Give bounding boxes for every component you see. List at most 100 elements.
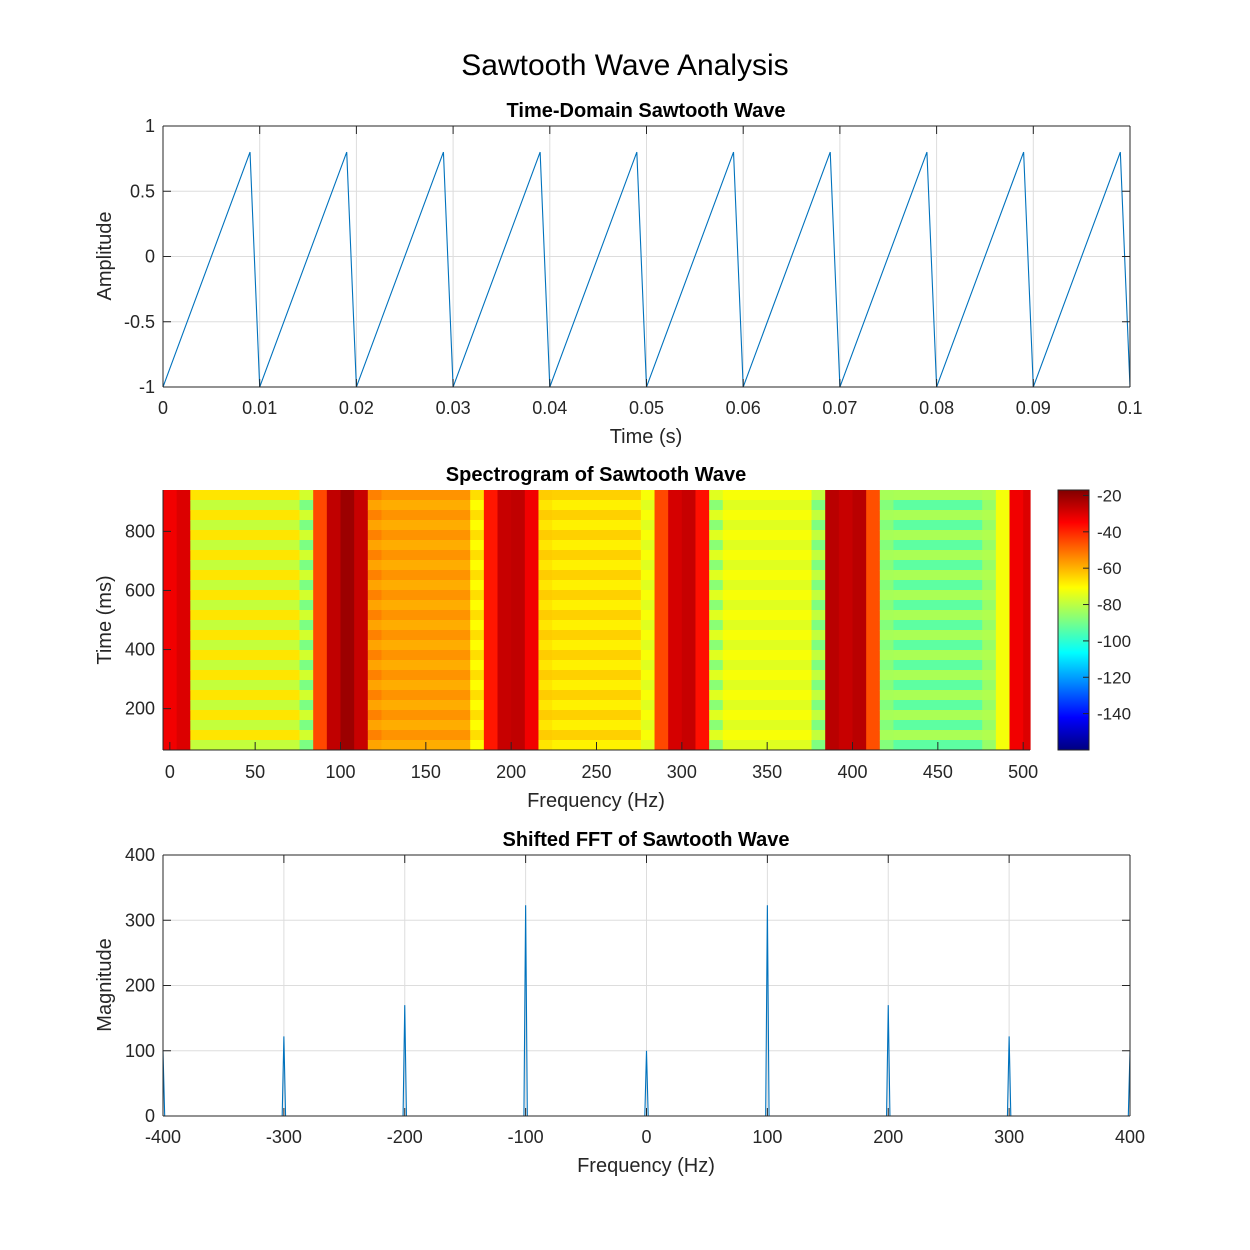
spectrogram-cell xyxy=(709,680,724,691)
spectrogram-cell xyxy=(299,490,314,501)
spectrogram-cell xyxy=(982,530,997,541)
spectrogram-cell xyxy=(538,540,553,551)
spectrogram-cell xyxy=(722,590,813,601)
spectrogram-cell xyxy=(811,670,826,681)
fft-xlabel: Frequency (Hz) xyxy=(577,1155,715,1177)
spectrogram-cell xyxy=(483,490,499,750)
spectrogram-cell xyxy=(640,530,656,541)
spectrogram-cell xyxy=(299,600,314,611)
time-domain-x-tick-label: 0.04 xyxy=(532,398,567,418)
colorbar-tick-label: -20 xyxy=(1097,486,1122,505)
spectrogram-cell xyxy=(982,670,997,681)
spectrogram-cell xyxy=(640,700,656,711)
spectrogram-cell xyxy=(722,550,813,561)
fft-tick-labels: -400 -300 -200 -100 0 100 200 300 400 0 100 200 300 4… xyxy=(125,845,1145,1147)
spectrogram-cell xyxy=(552,550,642,561)
spectrogram-cell xyxy=(982,610,997,621)
spectrogram-cell xyxy=(893,620,983,631)
spectrogram-cell xyxy=(367,690,383,701)
spectrogram-cell xyxy=(893,730,983,741)
spectrogram-cell xyxy=(709,670,724,681)
spectrogram-cell xyxy=(811,630,826,641)
spectrogram-cell xyxy=(470,680,485,691)
spectrogram-cell xyxy=(538,670,553,681)
spectrogram-cell xyxy=(722,730,813,741)
spectrogram-cell xyxy=(552,730,642,741)
colorbar-tick-label: -100 xyxy=(1097,632,1131,651)
fft-y-tick-label: 100 xyxy=(125,1041,155,1061)
spectrogram-y-tick-label: 200 xyxy=(125,699,155,719)
spectrogram-cell xyxy=(552,490,642,501)
spectrogram-cell xyxy=(640,520,656,531)
fft-x-tick-label: -100 xyxy=(508,1127,544,1147)
spectrogram-cell xyxy=(640,670,656,681)
spectrogram-cell xyxy=(538,620,553,631)
spectrogram-cell xyxy=(982,620,997,631)
spectrogram-cell xyxy=(879,570,895,581)
spectrogram-cell xyxy=(381,540,471,551)
spectrogram-cell xyxy=(982,590,997,601)
spectrogram-cell xyxy=(367,650,383,661)
fft-y-tick-label: 400 xyxy=(125,845,155,865)
spectrogram-cell xyxy=(470,550,485,561)
spectrogram-cell xyxy=(367,510,383,521)
spectrogram-cell xyxy=(709,730,724,741)
spectrogram-cell xyxy=(879,650,895,661)
spectrogram-tick-labels: 0 50 100 150 200 250 300 350 400 450 500 200 400 600 8… xyxy=(125,521,1038,782)
spectrogram-cell xyxy=(299,650,314,661)
spectrogram-cell xyxy=(1023,490,1031,750)
spectrogram-cell xyxy=(367,700,383,711)
spectrogram-cell xyxy=(538,520,553,531)
spectrogram-cell xyxy=(879,520,895,531)
spectrogram-cell xyxy=(654,490,669,750)
spectrogram-cell xyxy=(982,650,997,661)
spectrogram-cell xyxy=(893,690,983,701)
spectrogram-cell xyxy=(190,700,301,711)
spectrogram-cell xyxy=(497,490,512,750)
spectrogram-cell xyxy=(552,610,642,621)
spectrogram-cell xyxy=(367,710,383,721)
time-domain-x-tick-label: 0.1 xyxy=(1117,398,1142,418)
spectrogram-cell xyxy=(709,580,724,591)
spectrogram-cell xyxy=(552,530,642,541)
time-domain-x-tick-label: 0.09 xyxy=(1016,398,1051,418)
spectrogram-cell xyxy=(381,550,471,561)
spectrogram-cell xyxy=(811,690,826,701)
spectrogram-cell xyxy=(722,720,813,731)
fft-panel: Shifted FFT of Sawtooth Wave -400 -300 -20… xyxy=(94,829,1145,1177)
spectrogram-cell xyxy=(640,710,656,721)
spectrogram-cell xyxy=(367,580,383,591)
spectrogram-cell xyxy=(470,660,485,671)
spectrogram-cell xyxy=(893,610,983,621)
spectrogram-cell xyxy=(811,620,826,631)
spectrogram-cell xyxy=(982,700,997,711)
spectrogram-cell xyxy=(470,520,485,531)
spectrogram-cell xyxy=(299,520,314,531)
spectrogram-title: Spectrogram of Sawtooth Wave xyxy=(446,464,746,486)
spectrogram-cell xyxy=(879,640,895,651)
time-domain-x-tick-label: 0.01 xyxy=(242,398,277,418)
spectrogram-cell xyxy=(811,590,826,601)
spectrogram-cell xyxy=(982,570,997,581)
fft-x-tick-label: -300 xyxy=(266,1127,302,1147)
spectrogram-cell xyxy=(470,620,485,631)
spectrogram-y-tick-label: 800 xyxy=(125,521,155,541)
spectrogram-cell xyxy=(313,490,328,750)
spectrogram-cell xyxy=(811,740,826,751)
spectrogram-cell xyxy=(470,600,485,611)
spectrogram-x-tick-label: 150 xyxy=(411,762,441,782)
spectrogram-cell xyxy=(538,570,553,581)
spectrogram-cell xyxy=(982,560,997,571)
spectrogram-cell xyxy=(552,630,642,641)
spectrogram-cell xyxy=(982,680,997,691)
time-domain-x-tick-label: 0.07 xyxy=(822,398,857,418)
spectrogram-cell xyxy=(470,490,485,501)
spectrogram-cell xyxy=(538,610,553,621)
spectrogram-cell xyxy=(538,500,553,511)
spectrogram-cell xyxy=(709,530,724,541)
spectrogram-cell xyxy=(811,660,826,671)
spectrogram-cell xyxy=(709,520,724,531)
spectrogram-cell xyxy=(879,530,895,541)
colorbar-tick-label: -140 xyxy=(1097,705,1131,724)
spectrogram-cell xyxy=(640,720,656,731)
